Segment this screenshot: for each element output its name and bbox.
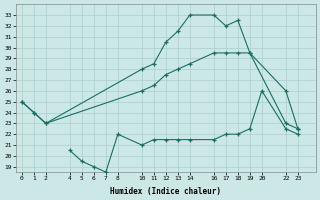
X-axis label: Humidex (Indice chaleur): Humidex (Indice chaleur)	[110, 187, 221, 196]
